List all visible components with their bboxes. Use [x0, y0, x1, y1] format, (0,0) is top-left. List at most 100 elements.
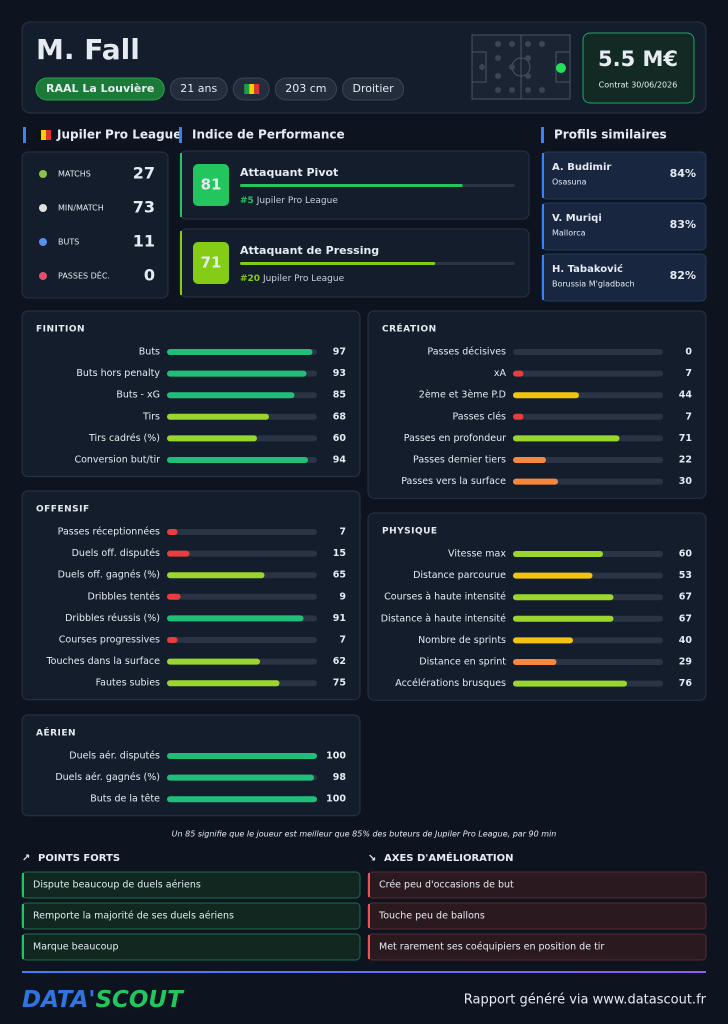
metric-label: Buts hors penalty [76, 368, 160, 379]
metric-label: Buts [139, 347, 160, 358]
contract: Contrat 30/06/2026 [599, 81, 678, 90]
accent [541, 127, 544, 143]
bar [167, 370, 307, 377]
metric-label: Passes clés [453, 411, 507, 422]
pitch [471, 34, 571, 100]
metric-label: Fautes subies [96, 678, 160, 689]
metric-label: Duels off. disputés [72, 548, 160, 559]
improvements-item: Touche peu de ballons [378, 911, 485, 922]
similar-accent [542, 255, 544, 300]
bar [513, 637, 573, 644]
improvements-accent [368, 904, 370, 928]
improvements-accent [368, 873, 370, 897]
bar [167, 774, 314, 781]
strengths-item: Marque beaucoup [33, 942, 118, 953]
rank: #20 [240, 274, 260, 284]
improvements-icon: ↘ [368, 853, 376, 864]
metric-value: 30 [679, 476, 693, 487]
section-title: PHYSIQUE [382, 527, 438, 537]
stat-icon [39, 170, 47, 178]
bar [167, 637, 178, 643]
bar [167, 658, 260, 665]
score-box [193, 242, 229, 284]
metric-label: Courses progressives [59, 635, 160, 646]
metric-label: Duels aér. gagnés (%) [55, 772, 160, 783]
flag [249, 84, 255, 94]
metric-value: 22 [679, 455, 692, 466]
score: 81 [201, 176, 222, 194]
bar [513, 594, 614, 601]
metric-label: Passes décisives [427, 347, 506, 358]
stat-label: BUTS [58, 238, 79, 247]
metric-value: 7 [339, 635, 346, 646]
metric-label: 2ème et 3ème P.D [419, 390, 506, 401]
score-bar [240, 184, 463, 187]
similar-accent [542, 153, 544, 198]
metric-label: Distance à haute intensité [381, 613, 506, 624]
metric-label: Dribbles réussis (%) [65, 613, 160, 624]
strengths-title: POINTS FORTS [38, 853, 120, 864]
metric-label: Accélérations brusques [395, 678, 506, 689]
tag: 203 cm [285, 82, 326, 95]
similar-name: H. Tabaković [552, 263, 623, 275]
metric-value: 67 [679, 613, 692, 624]
tag-pill [35, 77, 165, 101]
metric-label: Tirs cadrés (%) [88, 433, 160, 444]
logo-scout: SCOUT [95, 987, 185, 1013]
stat-value: 11 [133, 232, 155, 251]
improvements-title: AXES D'AMÉLIORATION [384, 851, 514, 864]
metric-value: 91 [333, 613, 346, 624]
metric-label: Courses à haute intensité [384, 592, 506, 603]
metric-value: 94 [333, 455, 347, 466]
metric-value: 53 [679, 570, 692, 581]
strengths-icon: ↗ [22, 853, 30, 864]
improvements-item: Met rarement ses coéquipiers en position… [379, 942, 604, 953]
metric-value: 98 [333, 772, 347, 783]
value-card [582, 32, 695, 104]
card-accent [180, 153, 182, 217]
similar-title: Profils similaires [554, 128, 667, 142]
similar-match: 83% [670, 218, 696, 231]
role: Attaquant de Pressing [240, 244, 379, 257]
metric-label: Dribbles tentés [88, 591, 161, 602]
section-title: CRÉATION [382, 323, 437, 335]
metric-value: 60 [679, 549, 693, 560]
score-bar [240, 262, 436, 265]
card-accent [180, 231, 182, 295]
metric-value: 15 [333, 548, 346, 559]
metric-value: 62 [333, 656, 346, 667]
bar [513, 659, 557, 665]
metric-label: Duels aér. disputés [69, 751, 160, 762]
metric-label: Duels off. gagnés (%) [58, 570, 160, 581]
logo-data: DATA' [22, 987, 95, 1013]
metric-value: 67 [679, 592, 692, 603]
stat-label: MATCHS [58, 170, 91, 179]
metric-label: Touches dans la surface [45, 656, 160, 667]
similar-name: A. Budimir [552, 162, 611, 173]
performance-title: Indice de Performance [192, 128, 345, 142]
metric-value: 7 [685, 411, 692, 422]
section-title: FINITION [36, 325, 85, 335]
rank-line: #5 Jupiler Pro League [240, 196, 338, 206]
bar [167, 680, 280, 687]
similar-match: 82% [670, 269, 696, 282]
bar-track [513, 349, 663, 355]
stat-value: 73 [133, 198, 155, 217]
stat-icon [39, 272, 47, 280]
section-title: AÉRIEN [36, 727, 76, 739]
metric-value: 60 [333, 433, 347, 444]
metric-label: Tirs [142, 411, 160, 422]
accent [23, 127, 26, 143]
stat-icon [39, 238, 47, 246]
metric-value: 93 [333, 368, 346, 379]
bar-track [513, 413, 663, 420]
section-card [367, 310, 707, 499]
improvements-item: Crée peu d'occasions de but [379, 880, 514, 891]
bar [167, 392, 295, 399]
similar-accent [542, 204, 544, 249]
metric-value: 97 [333, 347, 346, 358]
metric-label: Passes réceptionnées [58, 527, 160, 538]
metric-label: Passes dernier tiers [413, 455, 506, 466]
